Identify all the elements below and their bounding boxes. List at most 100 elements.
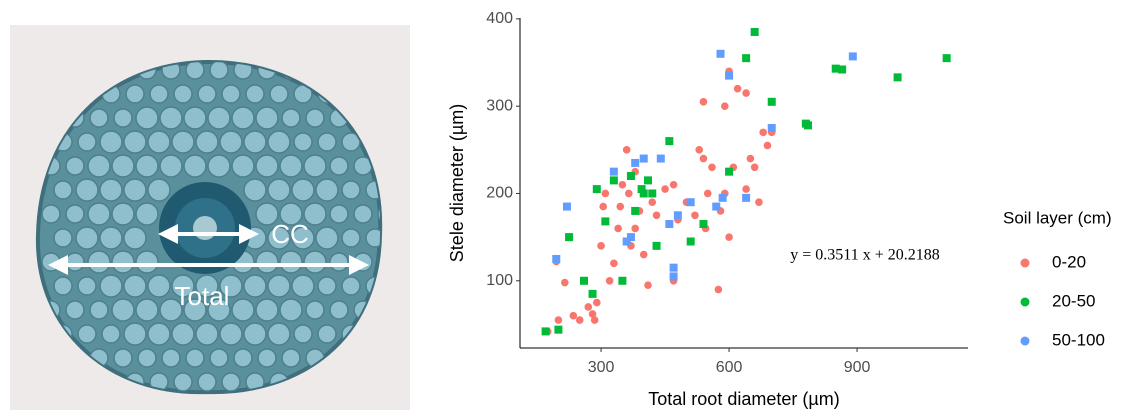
cell xyxy=(125,84,145,104)
point xyxy=(716,49,725,58)
cell xyxy=(65,300,85,320)
point xyxy=(644,176,652,185)
point xyxy=(725,71,734,80)
x-axis-title: Total root diameter (µm) xyxy=(648,389,839,409)
point xyxy=(759,128,767,137)
point xyxy=(552,254,561,263)
cell xyxy=(243,178,267,202)
cell xyxy=(219,130,243,154)
cell xyxy=(255,202,279,226)
cc-label: CC xyxy=(271,219,309,249)
cell xyxy=(303,202,327,226)
cell xyxy=(135,250,159,274)
xylem xyxy=(193,216,217,240)
cell xyxy=(317,132,337,152)
cell xyxy=(89,300,109,320)
point xyxy=(648,189,657,198)
point xyxy=(742,89,750,97)
cell xyxy=(149,84,169,104)
point xyxy=(652,211,661,220)
cell xyxy=(101,324,121,344)
cell xyxy=(267,178,291,202)
point xyxy=(831,64,840,73)
point xyxy=(742,193,751,202)
point xyxy=(631,224,639,233)
point xyxy=(639,250,648,259)
cell xyxy=(65,156,85,176)
point xyxy=(648,198,657,207)
point xyxy=(614,224,622,233)
cell xyxy=(291,274,315,298)
cell xyxy=(219,274,243,298)
cell xyxy=(159,154,183,178)
cell xyxy=(77,132,97,152)
point xyxy=(554,316,563,324)
point xyxy=(562,202,571,211)
cell xyxy=(197,372,217,392)
point xyxy=(618,276,627,285)
cell xyxy=(221,84,241,104)
cell xyxy=(233,61,253,80)
point xyxy=(669,180,678,189)
cell xyxy=(147,130,171,154)
cell xyxy=(353,252,373,272)
cell xyxy=(53,180,73,200)
cell xyxy=(159,106,183,130)
cell xyxy=(245,84,265,104)
cell xyxy=(135,106,159,130)
cell xyxy=(341,180,361,200)
point xyxy=(565,233,574,242)
cell xyxy=(279,250,303,274)
cell xyxy=(111,298,135,322)
point xyxy=(699,98,708,106)
point xyxy=(561,278,569,287)
cell xyxy=(329,300,349,320)
point xyxy=(725,233,733,241)
point xyxy=(541,327,550,336)
cell xyxy=(291,178,315,202)
cell xyxy=(123,226,147,250)
legend-swatch xyxy=(1020,336,1030,346)
cell xyxy=(123,274,147,298)
point xyxy=(609,176,618,185)
point xyxy=(592,185,601,194)
point xyxy=(714,285,723,294)
cell xyxy=(173,84,193,104)
cell xyxy=(317,276,337,296)
point xyxy=(626,233,635,242)
cell xyxy=(195,322,219,346)
cell xyxy=(255,250,279,274)
point xyxy=(631,158,640,167)
point xyxy=(708,163,716,172)
cell xyxy=(41,252,61,272)
cell xyxy=(87,202,111,226)
cell xyxy=(123,322,147,346)
scatter-plot: 100 200 300 400 300 600 900 Total root diameter… xyxy=(447,10,1112,409)
cell xyxy=(171,322,195,346)
cell xyxy=(135,202,159,226)
legend-label: 20-50 xyxy=(1052,291,1095,310)
cell xyxy=(209,348,229,368)
cell xyxy=(281,108,301,128)
cell xyxy=(303,250,327,274)
cell xyxy=(267,274,291,298)
cell xyxy=(341,228,361,248)
point xyxy=(669,263,678,272)
cell xyxy=(269,84,289,104)
cell xyxy=(317,324,337,344)
point xyxy=(665,220,674,229)
cell xyxy=(279,202,303,226)
point xyxy=(686,198,695,207)
cell xyxy=(303,154,327,178)
cell xyxy=(183,298,207,322)
regression-equation: y = 0.3511 x + 20.2188 xyxy=(790,247,939,264)
point xyxy=(622,237,631,246)
point xyxy=(699,220,708,229)
point xyxy=(639,154,648,163)
y-tick-label: 300 xyxy=(486,97,513,114)
point xyxy=(767,124,776,132)
cell xyxy=(185,348,205,368)
cell xyxy=(207,298,231,322)
cell xyxy=(293,324,313,344)
point xyxy=(942,54,951,63)
